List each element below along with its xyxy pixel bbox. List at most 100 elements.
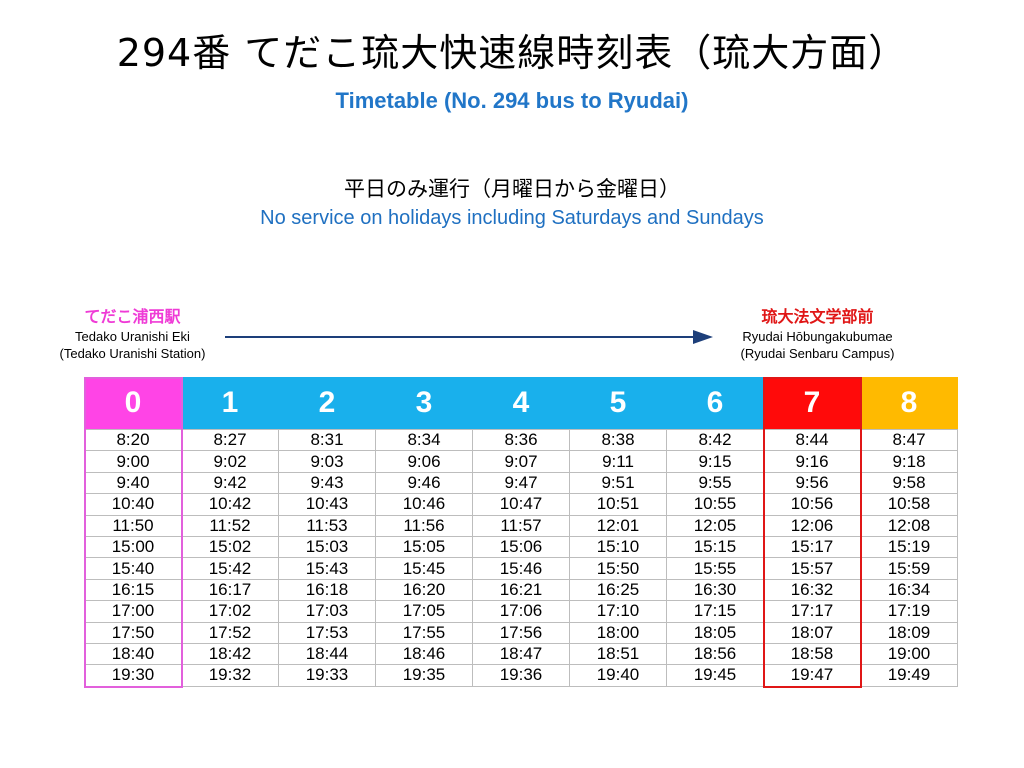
departure-time: 17:10	[569, 600, 667, 623]
departure-time: 8:44	[763, 428, 861, 452]
departure-time: 15:55	[666, 557, 764, 580]
departure-time: 9:03	[278, 450, 376, 473]
departure-time: 10:56	[763, 493, 861, 516]
stop-column-header-7: 7	[763, 377, 861, 430]
origin-stop-name-jp: てだこ浦西駅	[84, 309, 181, 326]
departure-time: 15:59	[860, 557, 958, 580]
departure-time: 9:55	[666, 471, 764, 495]
departure-time: 16:18	[278, 578, 376, 602]
departure-time: 15:46	[472, 557, 570, 580]
departure-time: 9:58	[860, 471, 958, 495]
departure-time: 16:17	[181, 578, 279, 602]
departure-time: 18:42	[181, 642, 279, 666]
departure-time: 17:00	[84, 600, 182, 623]
departure-time: 9:46	[375, 471, 473, 495]
departure-time: 15:17	[763, 535, 861, 559]
departure-time: 9:00	[84, 450, 182, 473]
table-row: 8:20 8:27 8:31 8:34 8:36 8:38 8:42 8:44 8:47	[84, 428, 958, 452]
departure-time: 10:42	[181, 493, 279, 516]
departure-time: 9:18	[860, 450, 958, 473]
destination-stop-name-romaji: Ryudai Hōbungakubumae	[742, 329, 893, 344]
stop-column-header-1: 1	[181, 377, 279, 430]
departure-time: 15:05	[375, 535, 473, 559]
table-row: 17:00 17:02 17:03 17:05 17:06 17:10 17:15 17:17…	[84, 600, 958, 623]
departure-time: 18:56	[666, 642, 764, 666]
departure-time: 11:57	[472, 514, 570, 537]
departure-time: 16:34	[860, 578, 958, 602]
departure-time: 18:05	[666, 621, 764, 644]
departure-time: 15:02	[181, 535, 279, 559]
departure-time: 18:00	[569, 621, 667, 644]
table-row: 11:50 11:52 11:53 11:56 11:57 12:01 12:05 12:06…	[84, 514, 958, 537]
departure-time: 8:42	[666, 428, 764, 452]
departure-time: 17:19	[860, 600, 958, 623]
departure-time: 17:03	[278, 600, 376, 623]
departure-time: 19:49	[860, 664, 958, 687]
page-subtitle: Timetable (No. 294 bus to Ryudai)	[335, 88, 689, 113]
departure-time: 12:05	[666, 514, 764, 537]
stop-column-header-6: 6	[666, 377, 764, 430]
departure-time: 15:06	[472, 535, 570, 559]
departure-time: 15:50	[569, 557, 667, 580]
stop-column-header-4: 4	[472, 377, 570, 430]
table-row: 18:40 18:42 18:44 18:46 18:47 18:51 18:56 18:58…	[84, 642, 958, 666]
departure-time: 19:47	[763, 664, 861, 687]
departure-time: 18:46	[375, 642, 473, 666]
stop-column-header-3: 3	[375, 377, 473, 430]
departure-time: 17:02	[181, 600, 279, 623]
departure-time: 17:50	[84, 621, 182, 644]
departure-time: 12:06	[763, 514, 861, 537]
departure-time: 16:25	[569, 578, 667, 602]
departure-time: 10:46	[375, 493, 473, 516]
departure-time: 9:11	[569, 450, 667, 473]
table-row: 15:00 15:02 15:03 15:05 15:06 15:10 15:15 15:17…	[84, 535, 958, 559]
departure-time: 8:38	[569, 428, 667, 452]
departure-time: 10:40	[84, 493, 182, 516]
departure-time: 15:45	[375, 557, 473, 580]
table-row: 10:40 10:42 10:43 10:46 10:47 10:51 10:55 10:56…	[84, 493, 958, 516]
departure-time: 16:30	[666, 578, 764, 602]
departure-time: 17:55	[375, 621, 473, 644]
service-notice-jp: 平日のみ運行（月曜日から金曜日）	[344, 177, 680, 201]
departure-time: 9:40	[84, 471, 182, 495]
departure-time: 9:51	[569, 471, 667, 495]
departure-time: 19:33	[278, 664, 376, 687]
departure-time: 8:31	[278, 428, 376, 452]
departure-time: 17:52	[181, 621, 279, 644]
departure-time: 8:36	[472, 428, 570, 452]
departure-time: 17:15	[666, 600, 764, 623]
departure-time: 10:55	[666, 493, 764, 516]
departure-time: 15:43	[278, 557, 376, 580]
departure-time: 11:50	[84, 514, 182, 537]
departure-time: 18:07	[763, 621, 861, 644]
departure-time: 9:56	[763, 471, 861, 495]
departure-time: 18:09	[860, 621, 958, 644]
departure-time: 17:06	[472, 600, 570, 623]
table-row: 15:40 15:42 15:43 15:45 15:46 15:50 15:55 15:57…	[84, 557, 958, 580]
departure-time: 11:53	[278, 514, 376, 537]
departure-time: 19:30	[84, 664, 182, 687]
departure-time: 10:47	[472, 493, 570, 516]
departure-time: 15:42	[181, 557, 279, 580]
departure-time: 8:20	[84, 428, 182, 452]
table-row: 17:50 17:52 17:53 17:55 17:56 18:00 18:05 18:07…	[84, 621, 958, 644]
origin-stop-name-romaji: Tedako Uranishi Eki	[75, 329, 190, 344]
table-row: 19:30 19:32 19:33 19:35 19:36 19:40 19:45 19:47…	[84, 664, 958, 687]
departure-time: 16:32	[763, 578, 861, 602]
departure-time: 15:57	[763, 557, 861, 580]
destination-stop-name-en: (Ryudai Senbaru Campus)	[740, 346, 895, 361]
departure-time: 18:44	[278, 642, 376, 666]
departure-time: 19:35	[375, 664, 473, 687]
departure-time: 12:08	[860, 514, 958, 537]
departure-time: 15:10	[569, 535, 667, 559]
departure-time: 16:15	[84, 578, 182, 602]
departure-time: 9:07	[472, 450, 570, 473]
departure-time: 8:34	[375, 428, 473, 452]
departure-time: 10:43	[278, 493, 376, 516]
right-arrow-icon	[225, 330, 713, 344]
departure-time: 15:15	[666, 535, 764, 559]
page-title: 294番 てだこ琉大快速線時刻表（琉大方面）	[116, 31, 908, 75]
departure-time: 15:19	[860, 535, 958, 559]
departure-time: 11:52	[181, 514, 279, 537]
